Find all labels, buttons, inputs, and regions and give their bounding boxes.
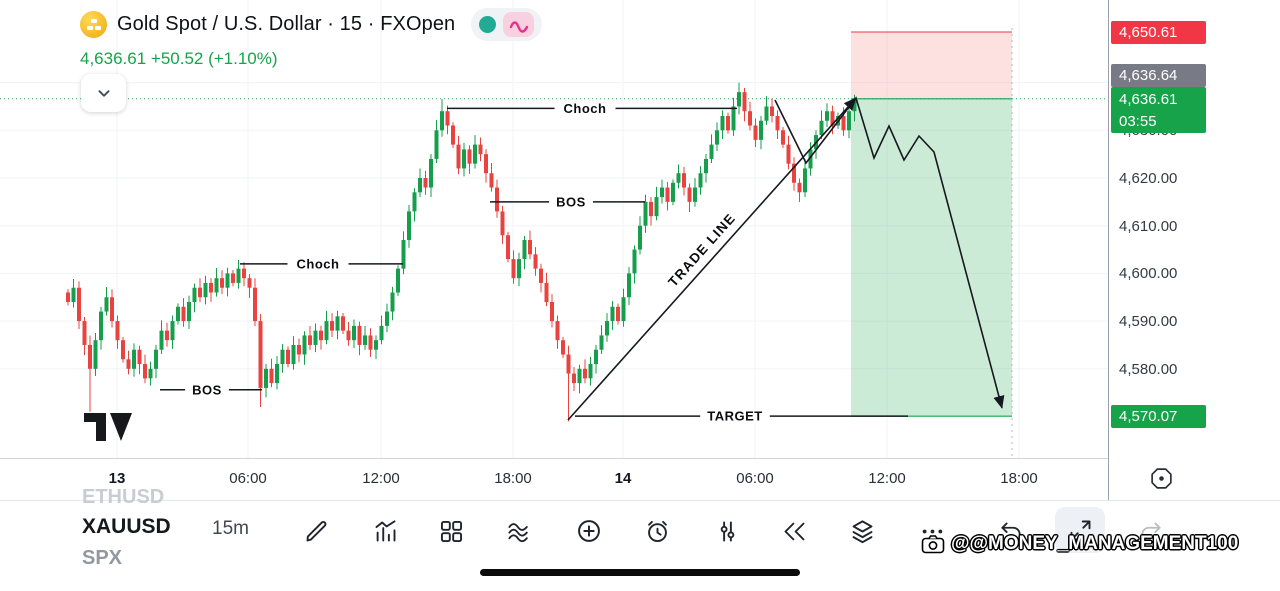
wave-toggle-icon[interactable]	[503, 12, 535, 37]
time-axis-label: 06:00	[736, 470, 774, 487]
watchlist-symbol-above: ETHUSD	[82, 486, 165, 508]
bar-countdown: 03:55	[1119, 113, 1157, 130]
toolbar-symbol[interactable]: XAUUSD	[82, 515, 171, 538]
add-button[interactable]	[571, 512, 607, 550]
svg-text:Choch: Choch	[564, 101, 607, 116]
layouts-button[interactable]	[433, 512, 469, 550]
stop-price-badge: 4,650.61	[1111, 21, 1206, 44]
time-axis-label: 12:00	[868, 470, 906, 487]
price-summary: 4,636.61 +50.52 (+1.10%)	[80, 49, 278, 68]
time-axis-label: 14	[614, 470, 632, 487]
price-grid-label: 4,610.00	[1119, 217, 1178, 235]
time-axis-label: 18:00	[494, 470, 532, 487]
price-grid-label: 4,600.00	[1119, 265, 1178, 283]
rewind-icon	[784, 522, 804, 540]
teal-dot-toggle-icon[interactable]	[479, 16, 497, 33]
entry-price-badge: 4,636.61 03:55	[1111, 87, 1206, 133]
draw-button[interactable]	[298, 512, 334, 550]
sliders-icon	[720, 521, 734, 541]
watermark-handle: @@MONEY_MANAGEMENT100	[951, 533, 1239, 554]
time-axis-label: 18:00	[1000, 470, 1038, 487]
time-axis-label: 06:00	[229, 470, 267, 487]
svg-text:TRADE LINE: TRADE LINE	[665, 210, 738, 289]
expand-corners-icon	[1070, 520, 1090, 540]
symbol-title[interactable]: Gold Spot / U.S. Dollar · 15 · FXOpen	[117, 13, 456, 35]
price-grid-label: 4,620.00	[1119, 170, 1178, 187]
indicators-button[interactable]	[367, 512, 403, 550]
indicators-icon	[375, 519, 395, 541]
redo-button[interactable]	[1133, 512, 1169, 550]
entry-price: 4,636.61	[1119, 91, 1178, 108]
minimize-button[interactable]	[1055, 507, 1105, 553]
templates-button[interactable]	[501, 512, 537, 550]
alarm-clock-icon	[647, 520, 667, 542]
ellipsis-icon	[922, 529, 942, 533]
camera-icon	[921, 535, 945, 554]
target-price-badge: 4,570.07	[1111, 405, 1206, 428]
chevron-down-icon	[98, 90, 109, 97]
time-axis[interactable]: 13 06:00 12:00 18:00 14 06:00 12:00 18:00	[0, 458, 1108, 500]
replay-button[interactable]	[776, 512, 812, 550]
time-axis-label: 12:00	[362, 470, 400, 487]
waves-icon	[507, 522, 528, 542]
bottom-toolbar: XAUUSD 15m	[0, 500, 1280, 562]
tradingview-logo-icon	[84, 413, 134, 446]
profit-zone	[851, 98, 1012, 417]
alerts-button[interactable]	[639, 512, 675, 550]
candlestick-chart[interactable]: Choch BOS BOS Choch TARGET TRADE LINE	[0, 0, 1110, 458]
svg-text:BOS: BOS	[192, 382, 222, 397]
gold-symbol-icon	[80, 11, 107, 38]
watchlist-symbol-below: SPX	[82, 547, 123, 569]
svg-text:Choch: Choch	[297, 256, 340, 271]
time-axis-label: 13	[108, 470, 126, 487]
collapse-header-button[interactable]	[81, 74, 126, 112]
axis-settings-icon[interactable]	[1149, 466, 1174, 496]
svg-text:TARGET: TARGET	[707, 409, 762, 424]
chart-type-button[interactable]	[709, 512, 745, 550]
interval-button[interactable]: 15m	[212, 518, 249, 539]
home-indicator[interactable]	[480, 569, 800, 576]
object-tree-button[interactable]	[844, 512, 880, 550]
stop-zone	[851, 31, 1012, 99]
chart-header: Gold Spot / U.S. Dollar · 15 · FXOpen	[80, 8, 543, 41]
channel-watermark: @@MONEY_MANAGEMENT100	[921, 533, 1238, 555]
header-toggles	[471, 8, 543, 41]
price-grid-label: 4,590.00	[1119, 313, 1178, 331]
more-button[interactable]	[914, 512, 950, 550]
undo-icon	[1001, 522, 1021, 537]
price-grid-label: 4,580.00	[1119, 360, 1178, 378]
layers-icon	[852, 519, 872, 543]
grid-icon	[440, 520, 462, 542]
undo-button[interactable]	[993, 512, 1029, 550]
plus-circle-icon	[578, 520, 600, 542]
last-price-badge: 4,636.64	[1111, 64, 1206, 87]
pencil-icon	[306, 520, 326, 541]
svg-text:BOS: BOS	[556, 194, 586, 209]
price-axis[interactable]: 4,580.00 4,590.00 4,600.00 4,610.00 4,620.00…	[1108, 0, 1280, 500]
redo-icon	[1141, 522, 1161, 537]
